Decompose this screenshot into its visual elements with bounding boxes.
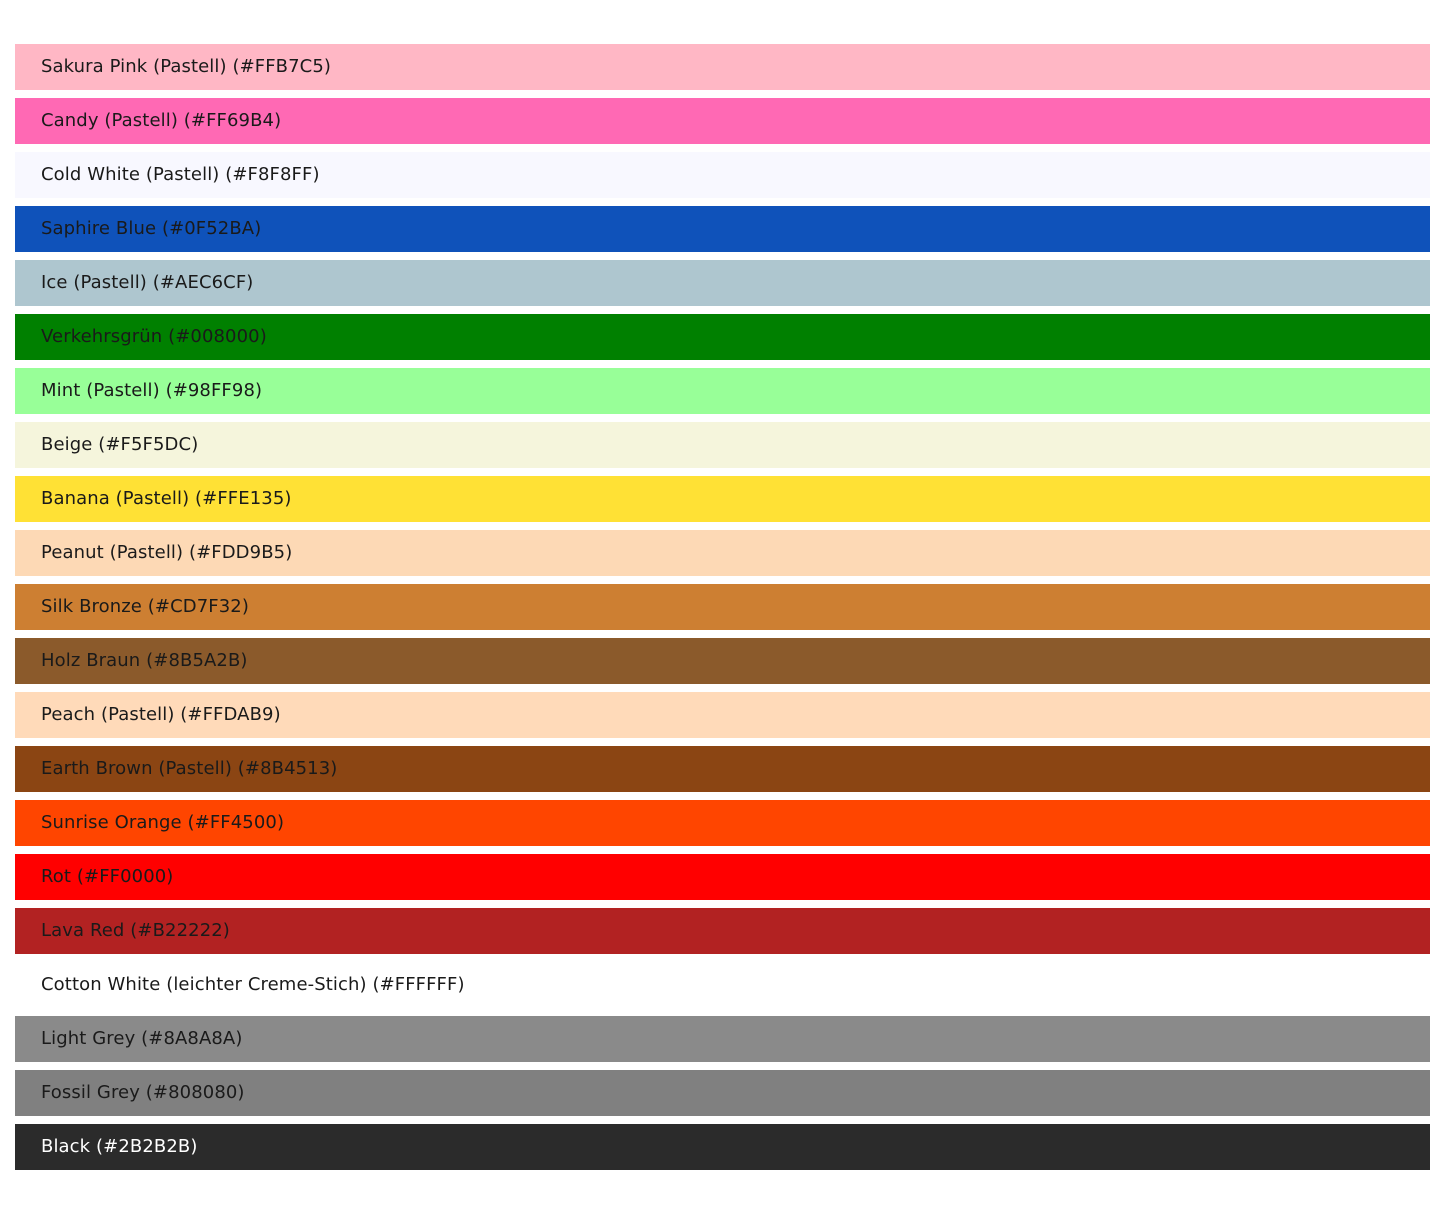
color-swatch-label: Ice (Pastell) (#AEC6CF) xyxy=(41,272,254,293)
color-swatch-row[interactable]: Cotton White (leichter Creme-Stich) (#FF… xyxy=(15,962,1430,1008)
color-swatch-label: Fossil Grey (#808080) xyxy=(41,1082,245,1103)
color-swatch-label: Verkehrsgrün (#008000) xyxy=(41,326,267,347)
color-swatch-row[interactable]: Saphire Blue (#0F52BA) xyxy=(15,206,1430,252)
color-swatch-row[interactable]: Candy (Pastell) (#FF69B4) xyxy=(15,98,1430,144)
color-swatch-row[interactable]: Sunrise Orange (#FF4500) xyxy=(15,800,1430,846)
color-swatch-list: Sakura Pink (Pastell) (#FFB7C5) Candy (Pa… xyxy=(0,44,1445,1178)
color-swatch-row[interactable]: Mint (Pastell) (#98FF98) xyxy=(15,368,1430,414)
color-swatch-row[interactable]: Cold White (Pastell) (#F8F8FF) xyxy=(15,152,1430,198)
color-swatch-label: Beige (#F5F5DC) xyxy=(41,434,199,455)
color-swatch-label: Banana (Pastell) (#FFE135) xyxy=(41,488,292,509)
color-swatch-row[interactable]: Fossil Grey (#808080) xyxy=(15,1070,1430,1116)
color-swatch-row[interactable]: Beige (#F5F5DC) xyxy=(15,422,1430,468)
color-swatch-label: Peach (Pastell) (#FFDAB9) xyxy=(41,704,281,725)
color-swatch-label: Sakura Pink (Pastell) (#FFB7C5) xyxy=(41,56,332,77)
color-swatch-label: Peanut (Pastell) (#FDD9B5) xyxy=(41,542,293,563)
color-swatch-row[interactable]: Holz Braun (#8B5A2B) xyxy=(15,638,1430,684)
color-swatch-row[interactable]: Black (#2B2B2B) xyxy=(15,1124,1430,1170)
color-swatch-row[interactable]: Banana (Pastell) (#FFE135) xyxy=(15,476,1430,522)
color-swatch-label: Sunrise Orange (#FF4500) xyxy=(41,812,285,833)
color-swatch-label: Holz Braun (#8B5A2B) xyxy=(41,650,248,671)
color-swatch-row[interactable]: Silk Bronze (#CD7F32) xyxy=(15,584,1430,630)
color-swatch-row[interactable]: Verkehrsgrün (#008000) xyxy=(15,314,1430,360)
color-swatch-label: Saphire Blue (#0F52BA) xyxy=(41,218,262,239)
color-swatch-label: Mint (Pastell) (#98FF98) xyxy=(41,380,263,401)
color-swatch-label: Silk Bronze (#CD7F32) xyxy=(41,596,249,617)
color-swatch-row[interactable]: Sakura Pink (Pastell) (#FFB7C5) xyxy=(15,44,1430,90)
color-swatch-label: Candy (Pastell) (#FF69B4) xyxy=(41,110,282,131)
color-swatch-row[interactable]: Peanut (Pastell) (#FDD9B5) xyxy=(15,530,1430,576)
color-swatch-label: Rot (#FF0000) xyxy=(41,866,174,887)
color-swatch-row[interactable]: Rot (#FF0000) xyxy=(15,854,1430,900)
color-swatch-row[interactable]: Lava Red (#B22222) xyxy=(15,908,1430,954)
color-swatch-label: Earth Brown (Pastell) (#8B4513) xyxy=(41,758,338,779)
color-swatch-row[interactable]: Peach (Pastell) (#FFDAB9) xyxy=(15,692,1430,738)
color-swatch-row[interactable]: Ice (Pastell) (#AEC6CF) xyxy=(15,260,1430,306)
color-swatch-row[interactable]: Earth Brown (Pastell) (#8B4513) xyxy=(15,746,1430,792)
color-swatch-row[interactable]: Light Grey (#8A8A8A) xyxy=(15,1016,1430,1062)
color-swatch-label: Lava Red (#B22222) xyxy=(41,920,230,941)
color-swatch-label: Cold White (Pastell) (#F8F8FF) xyxy=(41,164,320,185)
color-swatch-label: Black (#2B2B2B) xyxy=(41,1136,198,1157)
color-swatch-label: Light Grey (#8A8A8A) xyxy=(41,1028,243,1049)
color-swatch-label: Cotton White (leichter Creme-Stich) (#FF… xyxy=(41,974,465,995)
